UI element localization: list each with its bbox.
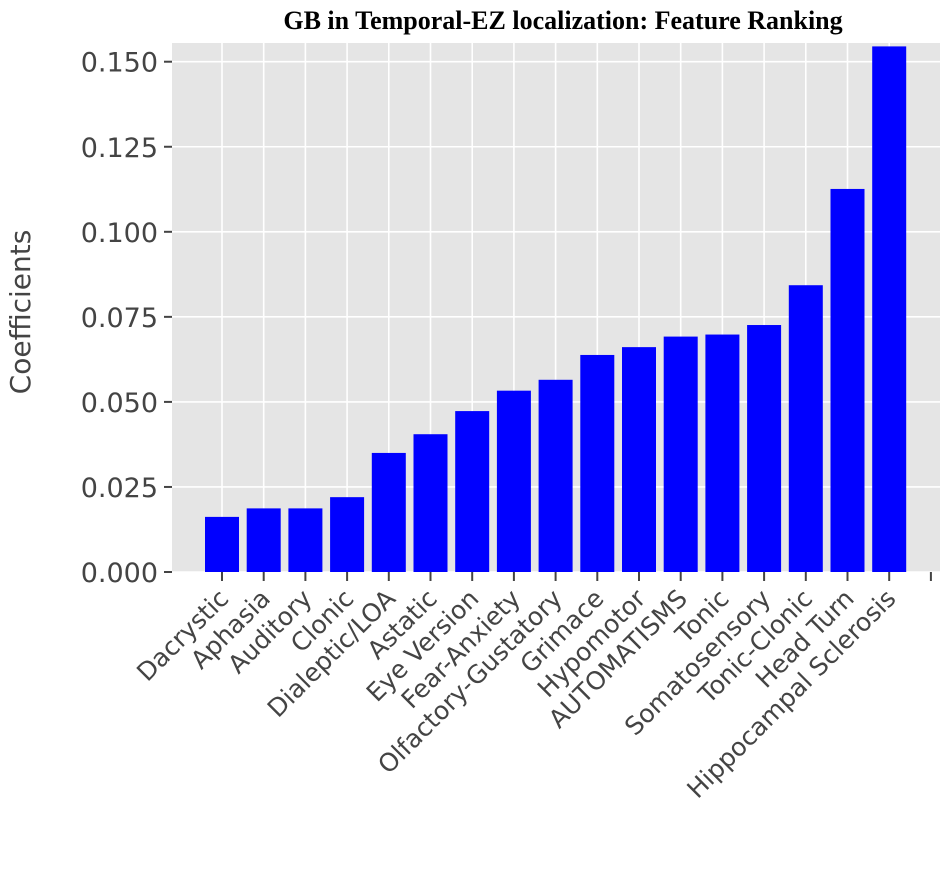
bar bbox=[705, 334, 740, 572]
y-tick-label: 0.100 bbox=[81, 218, 158, 249]
bar bbox=[288, 508, 323, 572]
bar bbox=[872, 46, 907, 573]
bar bbox=[538, 379, 573, 572]
chart-title: GB in Temporal-EZ localization: Feature … bbox=[283, 6, 842, 35]
bar bbox=[413, 434, 448, 572]
bar bbox=[246, 508, 281, 572]
bar bbox=[371, 452, 406, 572]
y-tick-label: 0.075 bbox=[81, 303, 158, 334]
bars bbox=[205, 46, 907, 573]
bar bbox=[496, 390, 531, 572]
y-tick-label: 0.125 bbox=[81, 133, 158, 164]
bar bbox=[205, 516, 239, 572]
y-axis-label: Coefficients bbox=[4, 230, 37, 395]
y-tick-label: 0.025 bbox=[81, 473, 158, 504]
bar bbox=[330, 497, 365, 572]
y-tick-label: 0.150 bbox=[81, 48, 158, 79]
y-tick-label: 0.000 bbox=[81, 558, 158, 589]
y-tick-label: 0.050 bbox=[81, 388, 158, 419]
x-axis-ticks: DacrysticAphasiaAuditoryClonicDialeptic/… bbox=[131, 572, 932, 804]
y-axis-ticks: 0.000 0.025 0.050 0.075 0.100 0.125 0.150 bbox=[81, 48, 172, 589]
bar bbox=[747, 325, 782, 572]
bar bbox=[788, 285, 823, 572]
bar bbox=[830, 188, 865, 573]
bar bbox=[580, 354, 615, 572]
bar bbox=[455, 411, 490, 572]
bar bbox=[622, 347, 656, 572]
bar bbox=[663, 336, 698, 572]
